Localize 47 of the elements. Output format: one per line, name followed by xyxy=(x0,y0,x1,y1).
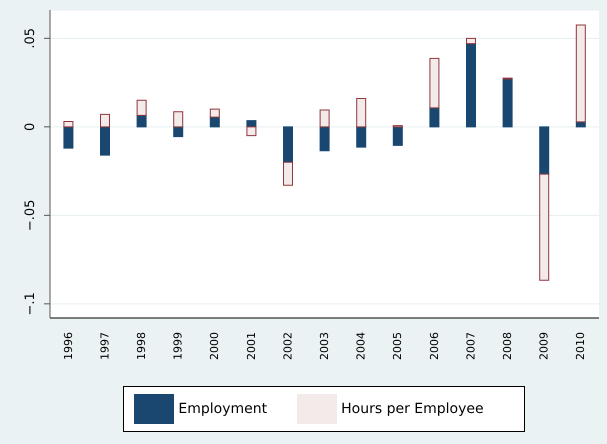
y-tick-label: −.1 xyxy=(23,292,38,316)
x-tick-label: 2005 xyxy=(391,332,404,360)
bar xyxy=(502,78,513,128)
bar xyxy=(136,114,147,128)
x-tick-label: 2004 xyxy=(354,332,368,360)
bar xyxy=(466,43,476,128)
x-tick-label: 1997 xyxy=(98,332,112,360)
x-tick-label: 1999 xyxy=(172,332,185,360)
bar xyxy=(173,111,184,128)
x-tick-label: 2003 xyxy=(318,332,331,360)
bar xyxy=(429,107,440,128)
x-tick-label: 2007 xyxy=(464,332,478,360)
bar xyxy=(100,114,110,128)
bar xyxy=(136,100,147,116)
bar xyxy=(283,126,294,163)
bar xyxy=(466,38,476,44)
bar xyxy=(210,116,220,128)
bar xyxy=(283,162,294,186)
x-tick-label: 2002 xyxy=(281,332,294,360)
x-tick-label: 2009 xyxy=(538,332,551,360)
bar xyxy=(320,110,330,128)
bar xyxy=(246,126,256,136)
bar xyxy=(429,58,440,108)
x-tick-label: 1996 xyxy=(62,332,75,360)
bar xyxy=(576,24,586,122)
legend-label: Hours per Employee xyxy=(341,400,484,417)
y-tick-label: .05 xyxy=(23,28,38,49)
bar xyxy=(246,120,256,128)
y-tick-label: −.05 xyxy=(23,200,38,232)
bar xyxy=(210,108,220,118)
legend-label: Employment xyxy=(178,400,268,417)
bar xyxy=(392,126,403,146)
bar xyxy=(356,126,366,148)
bar xyxy=(100,126,110,156)
x-tick-label: 2000 xyxy=(208,332,222,360)
bar xyxy=(63,121,74,128)
x-tick-label: 2010 xyxy=(574,332,588,360)
bar xyxy=(320,126,330,152)
bar xyxy=(63,126,74,149)
x-tick-label: 2008 xyxy=(501,332,514,360)
x-tick-label: 2001 xyxy=(244,332,258,360)
bar xyxy=(539,174,550,281)
y-tick-label: 0 xyxy=(23,122,38,131)
bar xyxy=(356,98,366,128)
x-tick-label: 2006 xyxy=(428,332,441,360)
x-tick-label: 1998 xyxy=(135,332,148,360)
bar xyxy=(539,126,550,175)
